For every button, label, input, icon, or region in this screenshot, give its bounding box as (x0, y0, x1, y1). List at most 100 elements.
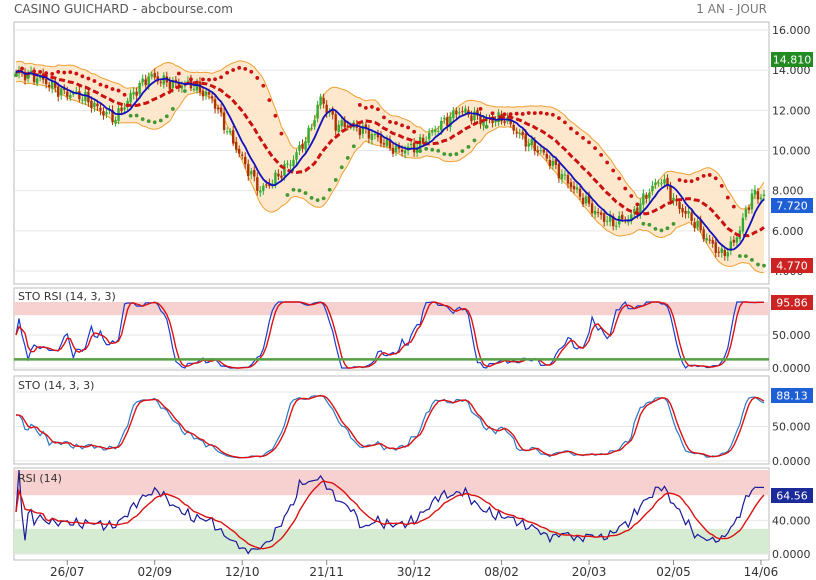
sar-dot (370, 105, 374, 109)
sar-dot (291, 187, 296, 192)
sar-dot (623, 186, 628, 191)
sar-dot (671, 222, 676, 226)
sto-d-line (15, 395, 765, 459)
sar-dot (207, 77, 211, 82)
sar-dot (635, 202, 640, 207)
candle-body (693, 222, 696, 228)
sar-dot (406, 125, 410, 130)
sar-dot (647, 222, 652, 227)
rsi-value: 64.56 (776, 490, 808, 503)
candle-body (581, 197, 585, 205)
sar-dot (653, 226, 658, 231)
candle-body (307, 127, 310, 143)
candle-body (569, 182, 573, 188)
sar-dot (587, 140, 591, 145)
candle-body (717, 251, 720, 253)
candle-body (216, 107, 220, 110)
candle-body (129, 93, 132, 103)
sar-dot (605, 160, 610, 165)
sto-rsi-d-line (15, 301, 765, 369)
sar-dot (593, 146, 597, 151)
candle-body (440, 120, 443, 131)
candle-body (69, 95, 72, 98)
candle-body (630, 214, 633, 221)
sar-dot (563, 120, 567, 125)
sar-dot (44, 71, 49, 76)
candle-body (370, 133, 374, 141)
candle-body (295, 152, 298, 160)
sar-dot (50, 71, 55, 76)
sar-dot (520, 112, 525, 116)
candle-body (696, 220, 699, 228)
candle-body (346, 125, 349, 128)
candle-body (415, 147, 419, 153)
candle-body (494, 120, 497, 123)
candle-body (364, 124, 368, 129)
sar-dot (538, 110, 543, 115)
candle-body (72, 93, 75, 95)
sar-dot (484, 124, 489, 129)
candle-body (207, 92, 211, 95)
candle-body (66, 91, 69, 97)
candle-body (753, 189, 757, 195)
sar-dot (611, 168, 616, 173)
current-price-badge: 7.720 (771, 198, 813, 213)
candle-body (186, 80, 190, 82)
candle-body (180, 85, 184, 89)
candle-body (340, 120, 343, 127)
sar-dot (170, 107, 175, 111)
candle-body (741, 217, 745, 232)
candle-body (241, 154, 244, 156)
candle-body (14, 72, 18, 74)
candle-body (60, 88, 63, 96)
candle-body (44, 78, 48, 85)
candle-body (530, 139, 533, 145)
rsi-overbought-zone (14, 470, 769, 496)
candle-body (636, 207, 639, 215)
rsi-badge: 64.56 (771, 488, 813, 503)
candle-body (666, 177, 669, 187)
sar-dot (514, 111, 519, 116)
sar-badge-bg (771, 258, 813, 273)
candle-body (277, 173, 280, 177)
sto-rsi-panel: 0.0000 50.000 (13, 287, 811, 375)
sar-dot (659, 228, 664, 233)
candle-body (503, 121, 506, 124)
rsi-oversold-zone (14, 528, 769, 554)
candle-body (162, 75, 165, 85)
rsi-badge-bg (771, 488, 813, 503)
candle-body (587, 194, 591, 204)
candle-body (102, 111, 105, 116)
sar-dot (14, 73, 18, 78)
sar-dot (110, 87, 115, 91)
candle-body (132, 92, 135, 95)
candle-body (560, 173, 564, 180)
candle-body (222, 112, 226, 130)
candle-body (325, 104, 328, 113)
candle-body (669, 185, 672, 201)
sar-dot (544, 111, 549, 116)
candle-body (651, 185, 654, 192)
candle-body (250, 171, 253, 175)
candle-body (756, 191, 760, 200)
x-tick-label: 08/02 (484, 565, 519, 579)
candle-body (639, 203, 642, 215)
candle-body (367, 129, 371, 139)
candle-body (99, 107, 102, 111)
candle-body (443, 117, 446, 120)
candle-body (678, 201, 681, 210)
sar-dot (744, 254, 748, 259)
candle-body (259, 190, 262, 193)
sar-dot (357, 103, 362, 107)
candle-body (699, 219, 702, 231)
candle-body (32, 72, 36, 83)
current-price-value: 7.720 (776, 200, 808, 213)
price-tick-label: 6.000 (772, 225, 804, 238)
sar-dot (478, 106, 483, 111)
candle-body (424, 140, 428, 143)
candle-body (621, 214, 624, 220)
candle-body (726, 252, 730, 257)
sar-dot (303, 191, 308, 195)
candle-body (394, 145, 398, 153)
candle-body (90, 100, 93, 108)
